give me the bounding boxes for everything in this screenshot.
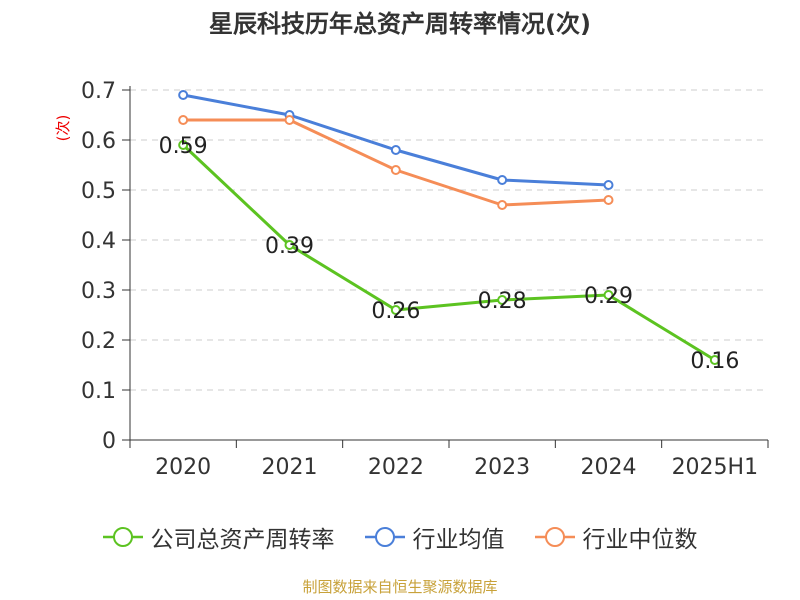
legend-marker-industry-median bbox=[534, 527, 575, 547]
x-tick-label: 2024 bbox=[581, 455, 637, 480]
data-point bbox=[603, 290, 614, 300]
y-tick-label: 0.5 bbox=[81, 179, 116, 204]
series-lines bbox=[178, 90, 720, 365]
legend-item-industry-median[interactable]: 行业中位数 bbox=[534, 520, 698, 554]
x-tick-label: 2023 bbox=[474, 455, 530, 480]
legend-marker-industry-mean bbox=[364, 527, 405, 547]
y-tick-label: 0.1 bbox=[81, 379, 116, 404]
data-point bbox=[497, 295, 508, 305]
data-point bbox=[284, 115, 295, 125]
y-tick-label: 0.4 bbox=[81, 229, 116, 254]
legend-item-industry-mean[interactable]: 行业均值 bbox=[364, 520, 505, 554]
y-tick-label: 0.3 bbox=[81, 279, 116, 304]
data-point bbox=[178, 115, 189, 125]
data-point bbox=[284, 240, 295, 250]
legend-label-company: 公司总资产周转率 bbox=[150, 527, 335, 553]
source-note: 制图数据来自恒生聚源数据库 bbox=[302, 578, 498, 596]
y-tick-label: 0.2 bbox=[81, 329, 116, 354]
data-point bbox=[497, 200, 508, 210]
data-point bbox=[603, 195, 614, 205]
data-point bbox=[390, 165, 401, 175]
data-label: 0.28 bbox=[478, 289, 527, 314]
data-point bbox=[390, 305, 401, 315]
data-point bbox=[178, 90, 189, 100]
data-point bbox=[178, 140, 189, 150]
series-line-0 bbox=[182, 143, 716, 362]
legend-label-industry-mean: 行业均值 bbox=[412, 527, 505, 553]
data-label: 0.26 bbox=[371, 299, 420, 324]
data-label: 0.29 bbox=[584, 284, 633, 309]
data-labels: 0.59 0.39 0.26 0.28 0.29 0.16 bbox=[159, 134, 740, 374]
chart-title: 星辰科技历年总资产周转率情况(次) bbox=[209, 10, 591, 38]
data-point bbox=[497, 175, 508, 185]
legend: 公司总资产周转率 行业均值 行业中位数 bbox=[0, 520, 800, 554]
y-axis-label: (次) bbox=[54, 115, 72, 142]
y-tick-label: 0.6 bbox=[81, 129, 116, 154]
legend-item-company[interactable]: 公司总资产周转率 bbox=[102, 520, 335, 554]
data-point bbox=[603, 180, 614, 190]
axes: 0 0.1 0.2 0.3 0.4 0.5 0.6 0.7 2020 2021 2022 2023 20… bbox=[81, 79, 769, 480]
x-tick-label: 2021 bbox=[262, 455, 318, 480]
legend-label-industry-median: 行业中位数 bbox=[582, 527, 698, 553]
grid-lines bbox=[130, 89, 768, 391]
data-label: 0.16 bbox=[690, 349, 739, 374]
y-tick-label: 0 bbox=[102, 429, 116, 454]
series-line-2 bbox=[183, 118, 609, 207]
x-tick-label: 2022 bbox=[368, 455, 424, 480]
x-tick-label: 2025H1 bbox=[672, 455, 759, 480]
legend-marker-company bbox=[102, 527, 143, 547]
x-tick-label: 2020 bbox=[155, 455, 211, 480]
data-label: 0.59 bbox=[159, 134, 208, 159]
data-label: 0.39 bbox=[265, 234, 314, 259]
data-point bbox=[709, 355, 720, 365]
y-tick-label: 0.7 bbox=[81, 79, 116, 104]
data-point bbox=[390, 145, 401, 155]
